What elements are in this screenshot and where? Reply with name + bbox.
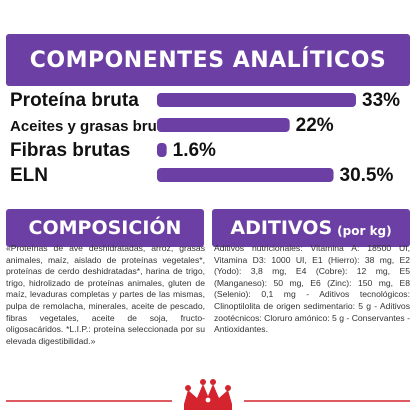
analytics-bar-chart: Proteína bruta 33% Aceites y grasas brutos… <box>10 90 400 186</box>
composition-header: COMPOSICIÓN <box>6 209 204 247</box>
bar-label: Proteína bruta <box>10 90 139 111</box>
bar-label: Fibras brutas <box>10 140 130 161</box>
bar-label: ELN <box>10 165 48 186</box>
bar-value-label: 1.6% <box>173 140 216 161</box>
composition-text: «Proteínas de ave deshidratadas, arroz, … <box>6 243 205 346</box>
header-band: COMPONENTES ANALÍTICOS <box>6 34 410 86</box>
bar-value-label: 33% <box>362 90 400 111</box>
additives-subtitle: (por kg) <box>337 223 392 238</box>
bar <box>157 93 356 107</box>
composition-title: COMPOSICIÓN <box>28 217 182 239</box>
brand-footer <box>6 379 410 410</box>
crown-icon <box>184 379 232 410</box>
additives-header: ADITIVOS (por kg) <box>212 209 410 247</box>
bar-value-label: 30.5% <box>340 165 394 186</box>
section-title: COMPONENTES ANALÍTICOS <box>29 47 387 73</box>
bar-label: Aceites y grasas brutos <box>10 118 179 135</box>
bar <box>157 143 167 157</box>
bar <box>157 168 334 182</box>
additives-text: Aditivos nutricionales: Vitamina A: 1850… <box>214 243 410 335</box>
bar <box>157 118 290 132</box>
additives-title: ADITIVOS <box>230 217 333 239</box>
bar-value-label: 22% <box>296 115 334 136</box>
